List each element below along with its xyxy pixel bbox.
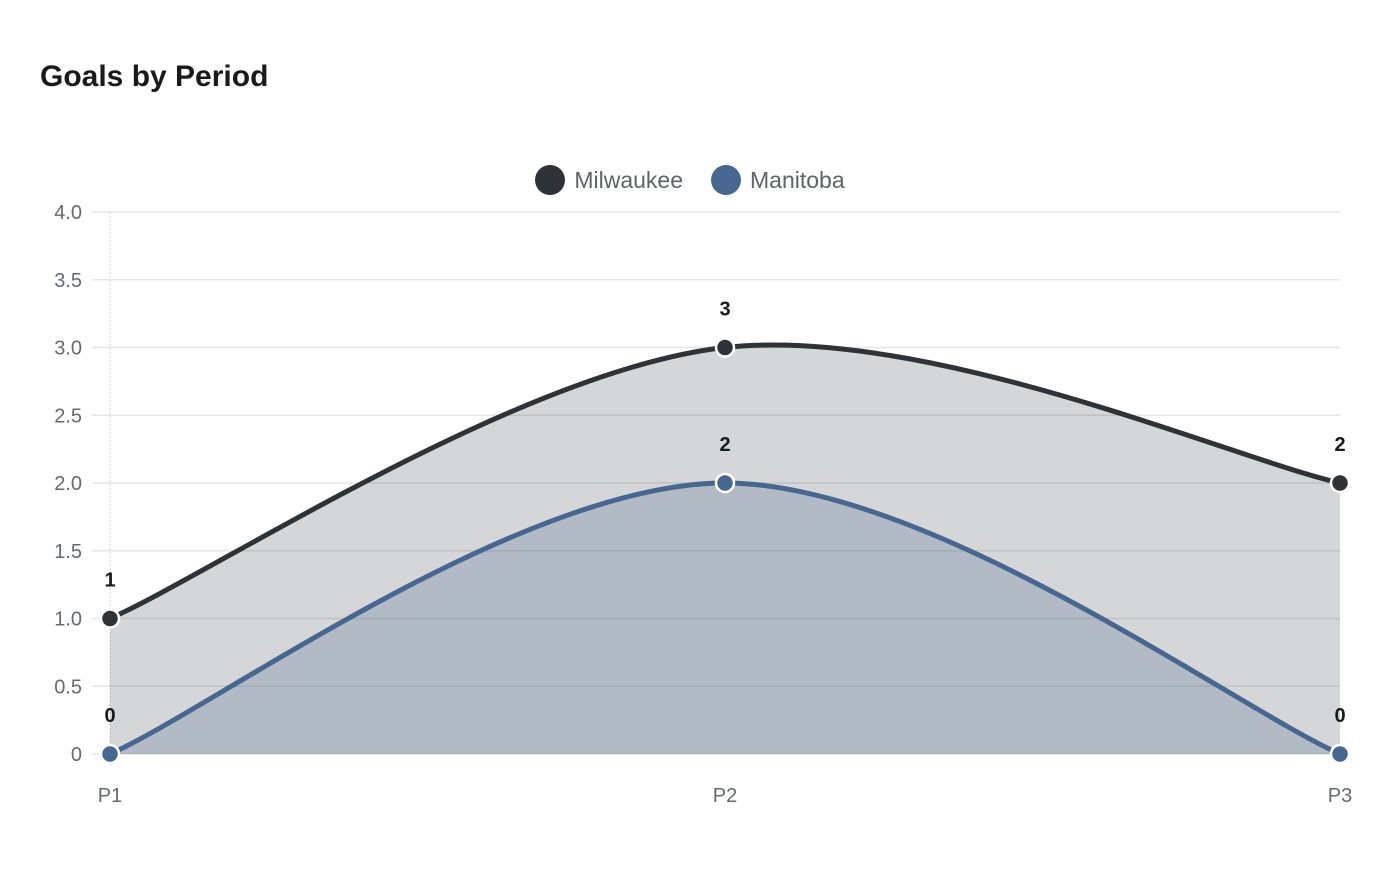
chart-legend: Milwaukee Manitoba <box>0 165 1380 195</box>
y-tick-label: 1.5 <box>54 541 82 563</box>
x-tick-label: P3 <box>1328 785 1352 807</box>
milwaukee-data-point[interactable] <box>99 608 121 629</box>
y-tick-label: 0.5 <box>54 676 82 698</box>
milwaukee-data-point[interactable] <box>714 337 736 358</box>
manitoba-data-point[interactable] <box>99 743 121 765</box>
milwaukee-data-label: 3 <box>719 299 730 321</box>
manitoba-data-label: 2 <box>719 434 730 456</box>
legend-item-milwaukee[interactable]: Milwaukee <box>535 165 683 195</box>
manitoba-legend-marker-icon <box>711 165 742 195</box>
manitoba-data-label: 0 <box>104 705 115 727</box>
x-tick-label: P2 <box>713 785 737 807</box>
milwaukee-data-label: 2 <box>1334 434 1345 456</box>
manitoba-data-point[interactable] <box>1329 743 1351 765</box>
manitoba-area <box>110 483 1340 754</box>
y-tick-label: 3.5 <box>54 270 82 292</box>
manitoba-data-point[interactable] <box>714 472 736 494</box>
x-axis: P1 P2 P3 <box>98 785 1352 807</box>
y-tick-label: 4.0 <box>54 202 82 224</box>
milwaukee-legend-marker-icon <box>535 165 566 195</box>
milwaukee-area <box>110 344 1340 754</box>
y-tick-label: 0 <box>71 744 82 766</box>
data-labels: 1 3 2 0 2 0 <box>104 299 1345 728</box>
y-tick-label: 3.0 <box>54 338 82 360</box>
y-tick-label: 2.5 <box>54 405 82 427</box>
chart-title: Goals by Period <box>40 60 269 93</box>
legend-item-manitoba[interactable]: Manitoba <box>711 165 845 195</box>
series-layer <box>99 337 1351 765</box>
legend-label: Milwaukee <box>574 166 684 193</box>
y-axis: 0 0.5 1.0 1.5 2.0 2.5 3.0 3.5 4.0 <box>54 202 82 766</box>
y-tick-label: 1.0 <box>54 609 82 631</box>
manitoba-data-label: 0 <box>1334 705 1345 727</box>
x-tick-label: P1 <box>98 785 122 807</box>
milwaukee-data-label: 1 <box>104 570 115 592</box>
milwaukee-data-point[interactable] <box>1329 472 1351 494</box>
y-tick-label: 2.0 <box>54 473 82 495</box>
legend-label: Manitoba <box>750 166 845 193</box>
